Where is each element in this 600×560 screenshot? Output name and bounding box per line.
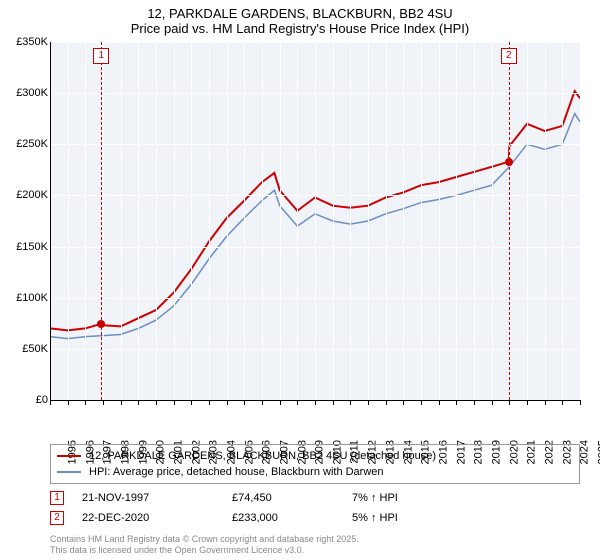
legend-row: HPI: Average price, detached house, Blac… <box>57 464 573 480</box>
grid-line-vertical <box>439 42 440 400</box>
y-axis <box>50 42 51 400</box>
legend-swatch <box>57 471 81 473</box>
title-address: 12, PARKDALE GARDENS, BLACKBURN, BB2 4SU <box>0 6 600 21</box>
sales-marker: 2 <box>50 511 64 525</box>
y-axis-label: £100K <box>0 292 48 304</box>
legend-label: 12, PARKDALE GARDENS, BLACKBURN, BB2 4SU… <box>89 450 436 462</box>
sales-diff: 7% ↑ HPI <box>352 492 452 504</box>
grid-line-vertical <box>191 42 192 400</box>
y-axis-label: £150K <box>0 241 48 253</box>
sales-diff: 5% ↑ HPI <box>352 512 452 524</box>
sales-date: 22-DEC-2020 <box>82 512 232 524</box>
sales-table: 1 21-NOV-1997£74,4507% ↑ HPI 2 22-DEC-2020£… <box>50 488 580 528</box>
y-axis-label: £0 <box>0 394 48 406</box>
grid-line-vertical <box>85 42 86 400</box>
sale-marker-line <box>509 42 510 400</box>
grid-line-vertical <box>492 42 493 400</box>
grid-line-vertical <box>138 42 139 400</box>
sales-row: 2 22-DEC-2020£233,0005% ↑ HPI <box>50 508 580 528</box>
grid-line-vertical <box>580 42 581 400</box>
grid-line-vertical <box>227 42 228 400</box>
title-block: 12, PARKDALE GARDENS, BLACKBURN, BB2 4SU… <box>0 0 600 36</box>
y-axis-label: £50K <box>0 343 48 355</box>
grid-line-vertical <box>68 42 69 400</box>
sale-marker-box: 2 <box>501 48 517 64</box>
x-axis-label: 2024 <box>579 440 591 464</box>
x-axis-tick <box>580 400 581 405</box>
grid-line-vertical <box>368 42 369 400</box>
grid-line-vertical <box>244 42 245 400</box>
sale-dot <box>97 320 105 328</box>
y-axis-label: £250K <box>0 138 48 150</box>
grid-line-vertical <box>456 42 457 400</box>
sales-date: 21-NOV-1997 <box>82 492 232 504</box>
y-axis-label: £300K <box>0 87 48 99</box>
legend-swatch <box>57 455 81 457</box>
sales-row: 1 21-NOV-1997£74,4507% ↑ HPI <box>50 488 580 508</box>
x-axis-label: 2025 <box>596 440 600 464</box>
grid-line-vertical <box>403 42 404 400</box>
sale-dot <box>505 158 513 166</box>
grid-line-vertical <box>280 42 281 400</box>
grid-line-vertical <box>545 42 546 400</box>
grid-line-vertical <box>103 42 104 400</box>
grid-line-vertical <box>421 42 422 400</box>
grid-line-vertical <box>209 42 210 400</box>
footer-line2: This data is licensed under the Open Gov… <box>50 545 580 556</box>
grid-line-vertical <box>156 42 157 400</box>
grid-line-vertical <box>474 42 475 400</box>
title-subtitle: Price paid vs. HM Land Registry's House … <box>0 21 600 36</box>
legend-row: 12, PARKDALE GARDENS, BLACKBURN, BB2 4SU… <box>57 448 573 464</box>
sale-marker-box: 1 <box>93 48 109 64</box>
sales-price: £74,450 <box>232 492 352 504</box>
grid-line-vertical <box>121 42 122 400</box>
grid-line-vertical <box>350 42 351 400</box>
sales-marker: 1 <box>50 491 64 505</box>
grid-line-vertical <box>297 42 298 400</box>
y-axis-label: £350K <box>0 36 48 48</box>
grid-line-vertical <box>262 42 263 400</box>
sale-marker-line <box>101 42 102 400</box>
grid-line-vertical <box>386 42 387 400</box>
grid-line-vertical <box>527 42 528 400</box>
x-axis <box>50 400 580 401</box>
sales-price: £233,000 <box>232 512 352 524</box>
grid-line-vertical <box>315 42 316 400</box>
grid-line-vertical <box>174 42 175 400</box>
grid-line-vertical <box>333 42 334 400</box>
footer-line1: Contains HM Land Registry data © Crown c… <box>50 534 580 545</box>
footer-attribution: Contains HM Land Registry data © Crown c… <box>50 534 580 556</box>
grid-line-vertical <box>562 42 563 400</box>
legend-box: 12, PARKDALE GARDENS, BLACKBURN, BB2 4SU… <box>50 444 580 484</box>
y-axis-label: £200K <box>0 189 48 201</box>
legend-label: HPI: Average price, detached house, Blac… <box>89 466 384 478</box>
